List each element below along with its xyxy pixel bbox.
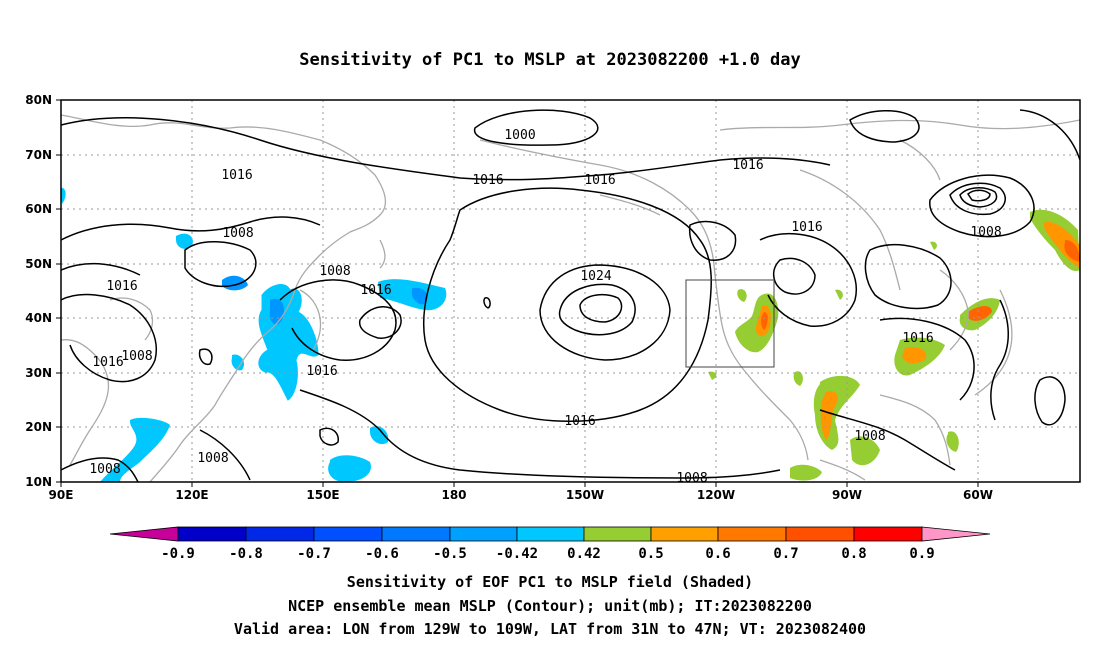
lon-label: 90W (832, 488, 862, 502)
contour-label: 1008 (222, 226, 253, 241)
contour-label: 1008 (121, 349, 152, 364)
lat-label: 80N (25, 93, 52, 107)
neg-blob-south3 (100, 417, 170, 482)
lon-label: 120W (697, 488, 735, 502)
caption-valid-area: Valid area: LON from 129W to 109W, LAT f… (233, 620, 867, 638)
colorbar-label: 0.42 (567, 546, 601, 562)
contour-label: 1016 (360, 283, 391, 298)
coastlines (61, 114, 1080, 482)
colorbar-segment (516, 526, 585, 542)
contour-label: 1008 (319, 264, 350, 279)
lon-label: 120E (175, 488, 208, 502)
caption-shading: Sensitivity of EOF PC1 to MSLP field (Sh… (346, 573, 754, 591)
plot-frame (60, 99, 1081, 483)
pos-blob-gulf-o (820, 390, 838, 440)
mslp-contours (61, 109, 1080, 482)
colorbar-segment (853, 526, 923, 542)
lat-label: 60N (25, 202, 52, 216)
neg-blob-south4 (231, 354, 245, 371)
contour-label: 1008 (854, 429, 885, 444)
neg-blob-korea (222, 275, 248, 291)
contour-label: 1016 (472, 173, 503, 188)
contour-label: 1016 (791, 220, 822, 235)
lat-label: 50N (25, 257, 52, 271)
contour-label: 1008 (197, 451, 228, 466)
neg-blob-japan (258, 284, 319, 401)
caption-contour: NCEP ensemble mean MSLP (Contour); unit(… (288, 597, 812, 615)
contour-label: 1016 (732, 158, 763, 173)
lon-label: 150E (306, 488, 339, 502)
neg-blob-mid1-inner (411, 287, 428, 305)
pos-blob-far-ne-r (1064, 240, 1080, 262)
colorbar-segment (245, 526, 315, 542)
colorbar-label: -0.7 (297, 546, 331, 562)
positive-sensitivity-areas (708, 209, 1080, 481)
contour-label: 1008 (970, 225, 1001, 240)
neg-blob-left (176, 233, 193, 249)
colorbar-label: -0.42 (496, 546, 538, 562)
contour-label: 1016 (106, 279, 137, 294)
contour-label: 1000 (504, 128, 535, 143)
colorbar-label: -0.8 (229, 546, 263, 562)
valid-area-box (685, 279, 775, 368)
colorbar-segment (313, 526, 383, 542)
contour-labels: 1000 1016 1016 1016 1016 1016 1008 1008 … (89, 128, 1001, 486)
neg-blob-south2 (370, 425, 389, 445)
colorbar-label: -0.5 (433, 546, 467, 562)
latitude-labels: 80N 70N 60N 50N 40N 30N 20N 10N (25, 93, 52, 489)
pos-blob-s3 (946, 431, 959, 452)
colorbar: -0.9 -0.8 -0.7 -0.6 -0.5 -0.42 0.42 0.5 … (109, 526, 991, 562)
axis-ticks (56, 99, 979, 487)
pos-blob-s2 (850, 436, 880, 466)
colorbar-segment (717, 526, 787, 542)
neg-blob-left2 (61, 187, 66, 204)
colorbar-label: -0.9 (161, 546, 195, 562)
contour-label: 1016 (221, 168, 252, 183)
lon-label: 150W (566, 488, 604, 502)
contour-label: 1016 (584, 173, 615, 188)
contour-label: 1016 (564, 414, 595, 429)
lat-label: 70N (25, 148, 52, 162)
longitude-labels: 90E 120E 150E 180 150W 120W 90W 60W (49, 488, 993, 502)
colorbar-segment (785, 526, 855, 542)
colorbar-segment (650, 526, 719, 542)
colorbar-label: 0.5 (638, 546, 663, 562)
lon-label: 60W (963, 488, 993, 502)
pos-blob-atl-o (902, 347, 927, 364)
contour-label: 1008 (89, 462, 120, 477)
map-title: Sensitivity of PC1 to MSLP at 2023082200… (299, 50, 801, 70)
colorbar-low-arrow (109, 526, 179, 542)
pos-blob-s6 (793, 371, 803, 386)
colorbar-label: 0.7 (773, 546, 798, 562)
contour-label: 1016 (902, 331, 933, 346)
lon-label: 90E (49, 488, 74, 502)
lat-label: 40N (25, 311, 52, 325)
contour-label: 1016 (92, 355, 123, 370)
lat-label: 30N (25, 366, 52, 380)
colorbar-segment (177, 526, 247, 542)
colorbar-label: 0.8 (841, 546, 866, 562)
contour-label: 1024 (580, 269, 611, 284)
pos-blob-ne-o (968, 306, 992, 321)
colorbar-segment (449, 526, 518, 542)
colorbar-label: 0.9 (909, 546, 934, 562)
colorbar-high-arrow (921, 526, 991, 542)
pos-blob-s4 (737, 289, 747, 302)
lon-label: 180 (441, 488, 466, 502)
colorbar-segment (583, 526, 652, 542)
pos-blob-s1 (790, 464, 822, 481)
colorbar-label: 0.6 (705, 546, 730, 562)
colorbar-label: -0.6 (365, 546, 399, 562)
neg-blob-south1 (328, 455, 371, 482)
contour-label: 1016 (306, 364, 337, 379)
pos-blob-s5 (708, 371, 717, 380)
lat-label: 10N (25, 475, 52, 489)
pos-blob-s7 (930, 241, 937, 250)
contour-label: 1008 (676, 471, 707, 486)
colorbar-segment (381, 526, 451, 542)
pos-blob-westcoast-r (761, 312, 768, 330)
pos-blob-s8 (835, 289, 843, 300)
lat-label: 20N (25, 420, 52, 434)
